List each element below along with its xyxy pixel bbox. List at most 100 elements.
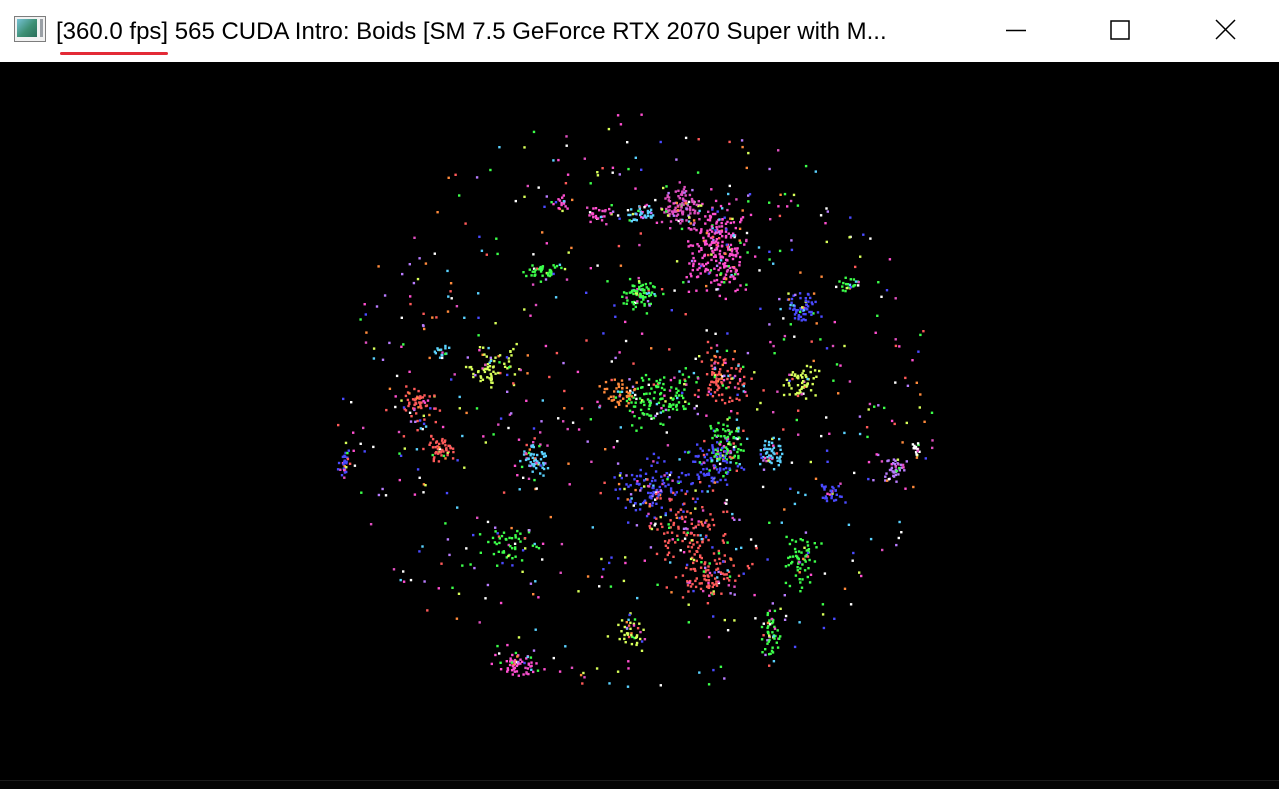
boid-particle (774, 634, 777, 638)
title-bar[interactable]: [360.0 fps] 565 CUDA Intro: Boids [SM 7.… (0, 0, 1279, 62)
boid-particle (428, 413, 431, 417)
boid-particle (449, 447, 452, 450)
boid-particle (652, 493, 655, 496)
boid-particle (406, 391, 410, 394)
boid-particle (533, 542, 536, 546)
boid-particle (724, 429, 727, 433)
boid-particle (723, 618, 726, 622)
boid-particle (711, 459, 714, 462)
boid-particle (892, 458, 896, 461)
boid-particle (595, 667, 599, 670)
boid-particle (823, 572, 827, 575)
boid-particle (624, 339, 628, 343)
boid-particle (754, 544, 758, 548)
boid-particle (686, 510, 689, 513)
boid-particle (641, 283, 644, 287)
boid-particle (720, 280, 723, 284)
boid-particle (598, 585, 601, 588)
boid-particle (832, 487, 835, 490)
boid-particle (408, 370, 411, 373)
boid-particle (669, 396, 673, 400)
boid-particle (508, 413, 512, 416)
boid-particle (499, 371, 502, 375)
boid-particle (644, 282, 648, 286)
boid-particle (697, 211, 700, 215)
boid-particle (698, 218, 701, 221)
boid-particle (804, 164, 808, 168)
maximize-button[interactable] (1068, 0, 1172, 62)
boid-particle (904, 376, 907, 380)
boid-particle (475, 176, 479, 179)
boid-particle (705, 585, 709, 588)
boid-particle (830, 494, 833, 498)
boid-particle (723, 560, 726, 563)
boid-particle (710, 479, 713, 483)
boid-particle (638, 622, 641, 625)
opengl-app-icon[interactable] (14, 16, 46, 42)
boid-particle (707, 472, 710, 475)
boid-particle (522, 453, 526, 456)
minimize-button[interactable] (964, 0, 1068, 62)
boid-particle (728, 280, 731, 284)
boid-particle (538, 444, 541, 448)
boid-particle (681, 373, 685, 376)
simulation-viewport[interactable] (0, 62, 1279, 780)
boid-particle (687, 590, 690, 593)
boid-particle (641, 412, 644, 415)
boid-particle (638, 508, 642, 511)
boid-particle (724, 446, 728, 449)
boid-particle (894, 459, 897, 462)
boid-particle (560, 201, 563, 205)
boid-particle (472, 372, 475, 376)
boid-particle (398, 478, 401, 482)
boid-particle (627, 618, 630, 621)
boid-particle (458, 407, 461, 410)
boid-particle (640, 487, 643, 490)
boid-particle (420, 406, 423, 410)
boid-particle (539, 431, 542, 434)
boid-particle (617, 244, 621, 248)
boid-particle (631, 212, 635, 216)
boid-particle (731, 248, 734, 251)
boid-particle (873, 405, 876, 408)
boid-particle (705, 472, 709, 476)
boid-particle (697, 395, 700, 398)
boid-particle (618, 217, 621, 220)
boid-particle (729, 450, 732, 453)
boid-particle (437, 348, 440, 352)
boid-particle (413, 398, 416, 402)
boid-particle (726, 439, 729, 443)
boid-particle (643, 485, 646, 488)
boid-particle (790, 373, 793, 376)
boid-particle (394, 395, 397, 398)
boid-particle (690, 275, 693, 278)
boid-particle (744, 390, 747, 394)
boid-particle (790, 239, 793, 242)
boid-particle (675, 516, 679, 519)
boid-particle (651, 494, 654, 498)
boid-particle (676, 396, 679, 400)
boid-particle (613, 304, 616, 307)
boid-particle (799, 581, 802, 584)
boid-particle (412, 407, 415, 410)
boid-particle (541, 274, 544, 277)
boid-particle (683, 388, 686, 391)
boid-particle (867, 408, 870, 411)
boid-particle (648, 503, 652, 506)
boid-particle (779, 193, 782, 196)
boid-particle (717, 570, 720, 574)
boid-particle (771, 602, 774, 605)
boid-particle (676, 213, 680, 216)
boid-particle (687, 603, 690, 606)
boid-particle (596, 174, 600, 177)
boid-particle (664, 558, 667, 561)
boid-particle (699, 272, 702, 275)
close-button[interactable] (1172, 0, 1276, 62)
boid-particle (669, 519, 672, 522)
boid-particle (668, 212, 671, 216)
boid-particle (779, 448, 782, 451)
boid-particle (649, 401, 652, 404)
boid-particle (626, 141, 629, 144)
boid-particle (699, 555, 702, 559)
boid-particle (812, 312, 815, 315)
